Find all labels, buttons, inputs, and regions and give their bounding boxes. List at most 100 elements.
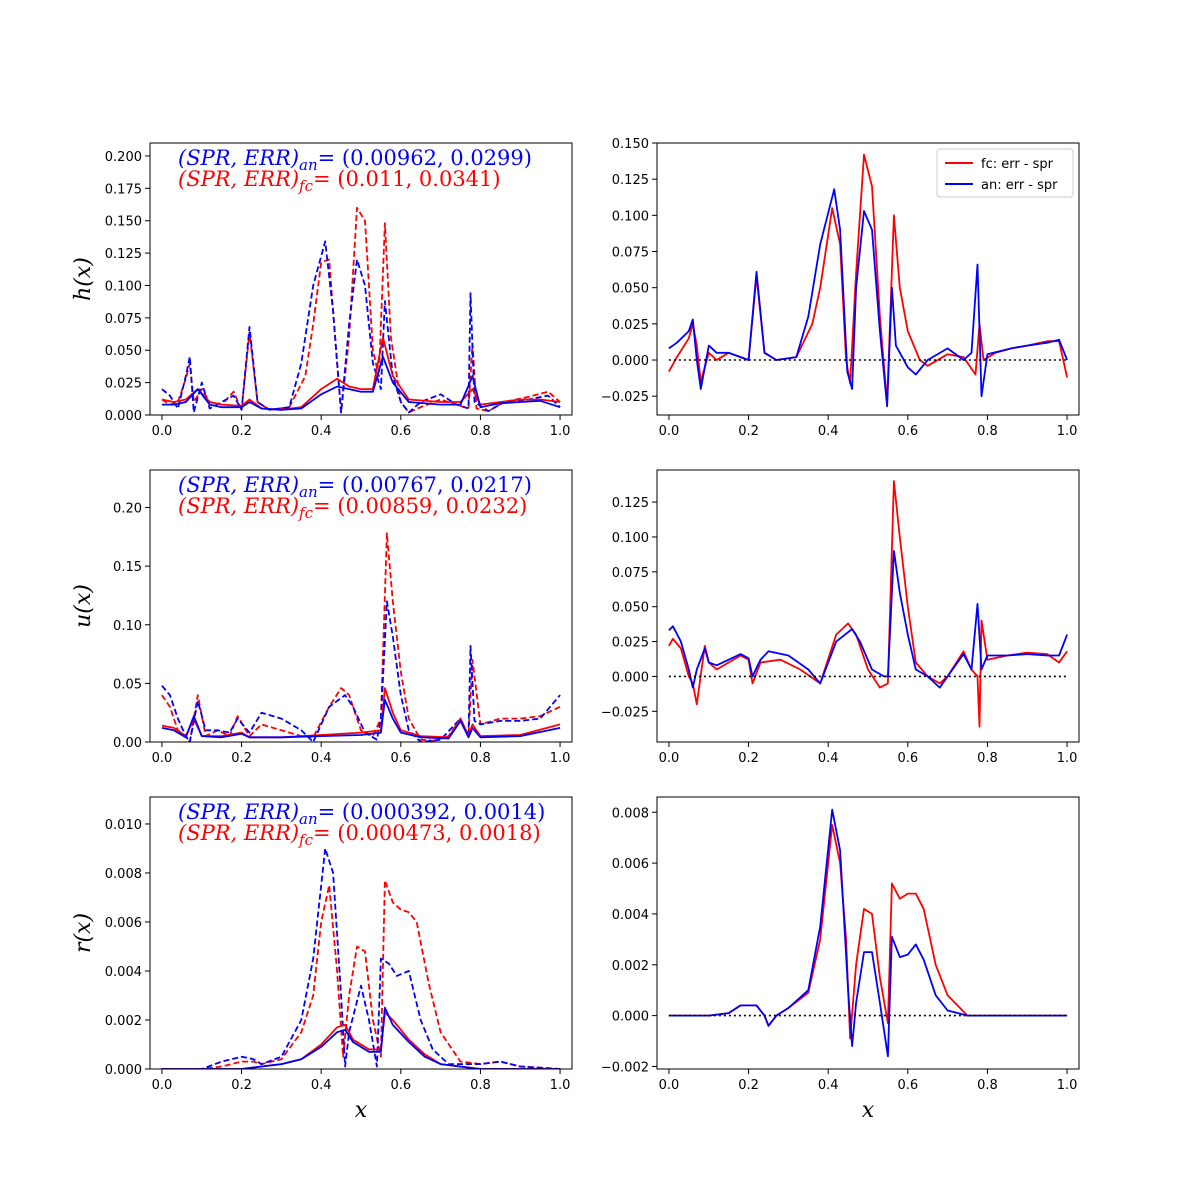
x-tick-label: 0.0 [659,751,680,766]
x-tick-label: 0.6 [897,1078,918,1093]
x-tick-label: 0.2 [231,751,252,766]
x-tick-label: 0.6 [390,751,411,766]
x-tick-label: 0.2 [738,424,759,439]
y-tick-label: 0.05 [113,677,142,692]
annotation-fc: (SPR, ERR)fc= (0.000473, 0.0018) [178,821,541,849]
panel-h-right: 0.0 0.2 0.4 0.6 0.8 1.0 −0.025 0.000 0.025 0.050 0… [601,137,1080,439]
y-tick-label: 0.10 [113,619,142,634]
x-tick-label: 0.6 [897,424,918,439]
y-tick-label: 0.002 [612,959,649,974]
y-tick-label: 0.006 [612,857,649,872]
y-tick-label: 0.00 [113,736,142,751]
annotation-an: (SPR, ERR)an= (0.00962, 0.0299) [178,146,532,174]
y-tick-label: 0.125 [612,173,649,188]
series-an_spr [161,355,561,411]
y-tick-label: 0.025 [612,318,649,333]
axes-frame [149,142,573,416]
y-tick-label: 0.15 [113,560,142,575]
axes-frame [149,796,573,1070]
x-tick-label: 0.0 [152,1078,173,1093]
y-axis-label: u(x) [71,584,96,628]
y-tick-label: 0.004 [612,908,649,923]
x-tick-label: 0.8 [470,1078,491,1093]
series-fc_err [161,206,561,414]
series-an_diff [668,188,1068,408]
legend: fc: err - spr an: err - spr [936,148,1074,198]
annotation-fc: (SPR, ERR)fc= (0.011, 0.0341) [178,167,501,195]
x-tick-label: 0.6 [390,1078,411,1093]
x-tick-label: 0.8 [470,751,491,766]
x-tick-label: 0.8 [977,1078,998,1093]
series-fc_err [161,532,561,742]
series-fc_spr [161,1011,561,1069]
x-tick-label: 1.0 [550,1078,571,1093]
y-tick-label: 0.050 [612,282,649,297]
legend-label: an: err - spr [981,178,1058,193]
annotation-fc: (SPR, ERR)fc= (0.00859, 0.0232) [178,494,527,522]
axes-frame [149,469,573,743]
series-an_err [161,600,561,742]
x-tick-label: 1.0 [1057,751,1078,766]
y-axis-label: h(x) [71,257,96,301]
series-an_diff [668,808,1068,1058]
x-tick-label: 0.4 [818,1078,839,1093]
annotation-an: (SPR, ERR)an= (0.000392, 0.0014) [178,800,545,828]
x-tick-label: 1.0 [1057,424,1078,439]
panel-h-left: 0.0 0.2 0.4 0.6 0.8 1.0 0.000 0.025 0.050 0.075 0.… [71,142,573,439]
panel-u-left: 0.0 0.2 0.4 0.6 0.8 1.0 0.00 0.05 0.10 0.15 0.20 u(… [71,469,573,766]
x-tick-label: 0.0 [152,751,173,766]
x-tick-label: 0.8 [470,424,491,439]
y-tick-label: 0.100 [105,279,142,294]
x-tick-label: 0.4 [311,751,332,766]
y-tick-label: 0.000 [105,409,142,424]
x-axis-label: x [355,1098,368,1123]
y-tick-label: 0.150 [612,137,649,152]
y-tick-label: −0.025 [601,390,649,405]
series-fc_spr [161,336,561,411]
series-an_spr [161,698,561,740]
panel-u-right: 0.0 0.2 0.4 0.6 0.8 1.0 −0.025 0.000 0.025 0.050 0… [601,469,1080,766]
y-tick-label: 0.20 [113,502,142,517]
x-tick-label: 0.0 [152,424,173,439]
series-fc_diff [668,480,1068,728]
x-tick-label: 0.6 [390,424,411,439]
y-tick-label: 0.000 [105,1063,142,1078]
x-tick-label: 1.0 [550,751,571,766]
x-tick-label: 0.2 [231,424,252,439]
x-tick-label: 0.2 [231,1078,252,1093]
x-tick-label: 0.0 [659,424,680,439]
y-tick-label: 0.008 [105,867,142,882]
y-tick-label: 0.075 [612,566,649,581]
x-tick-label: 0.4 [818,751,839,766]
y-tick-label: 0.125 [105,247,142,262]
x-tick-label: 0.8 [977,751,998,766]
y-tick-label: 0.050 [612,601,649,616]
x-tick-label: 1.0 [550,424,571,439]
y-tick-label: 0.000 [612,1010,649,1025]
y-tick-label: 0.100 [612,531,649,546]
panel-r-left: 0.0 0.2 0.4 0.6 0.8 1.0 0.000 0.002 0.004 0.006 0.… [71,796,573,1123]
axes-frame [656,796,1080,1070]
y-tick-label: 0.075 [612,246,649,261]
y-tick-label: 0.100 [612,209,649,224]
y-tick-label: −0.025 [601,705,649,720]
y-tick-label: 0.000 [612,670,649,685]
y-tick-label: 0.025 [612,636,649,651]
x-tick-label: 0.8 [977,424,998,439]
x-tick-label: 0.0 [659,1078,680,1093]
y-tick-label: 0.200 [105,150,142,165]
y-tick-label: 0.002 [105,1014,142,1029]
axes-frame [656,142,1080,416]
series-fc_err [161,879,561,1069]
panel-r-right: 0.0 0.2 0.4 0.6 0.8 1.0 −0.002 0.000 0.002 0.004 0… [601,796,1080,1123]
y-tick-label: 0.000 [612,354,649,369]
series-an_diff [668,550,1068,689]
x-tick-label: 1.0 [1057,1078,1078,1093]
y-tick-label: 0.125 [612,496,649,511]
annotation-an: (SPR, ERR)an= (0.00767, 0.0217) [178,473,532,501]
series-an_err [161,847,561,1069]
x-axis-label: x [862,1098,875,1123]
series-fc_diff [668,824,1068,1040]
x-tick-label: 0.2 [738,1078,759,1093]
